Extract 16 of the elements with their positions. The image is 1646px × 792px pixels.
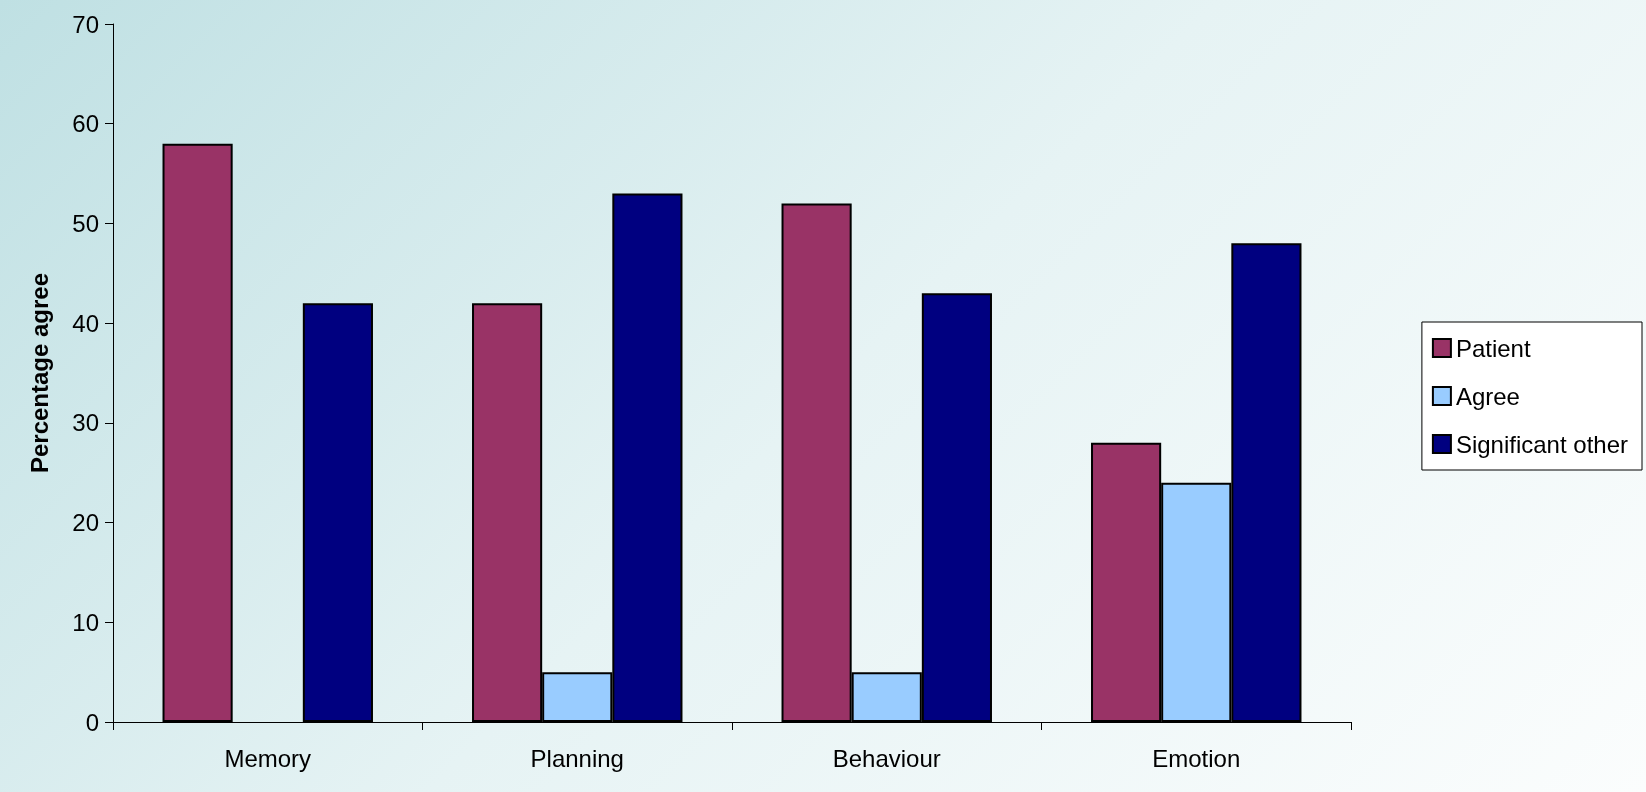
y-tick-label: 20 (72, 509, 99, 537)
x-tick-label: Behaviour (832, 744, 941, 772)
x-tick-label: Memory (224, 744, 312, 772)
y-tick-label: 50 (72, 209, 99, 237)
legend-label: Agree (1455, 382, 1520, 410)
y-axis-title: Percentage agree (25, 272, 53, 474)
x-tick-label: Emotion (1152, 744, 1241, 772)
x-tick-label: Planning (530, 744, 624, 772)
y-tick-label: 70 (72, 10, 99, 38)
y-tick-label: 60 (72, 110, 99, 138)
legend-label: Patient (1455, 334, 1531, 362)
y-tick-label: 0 (85, 708, 99, 736)
y-tick-label: 40 (72, 309, 99, 337)
legend-label: Significant other (1455, 430, 1629, 458)
y-tick-label: 30 (72, 409, 99, 437)
y-tick-label: 10 (72, 608, 99, 636)
